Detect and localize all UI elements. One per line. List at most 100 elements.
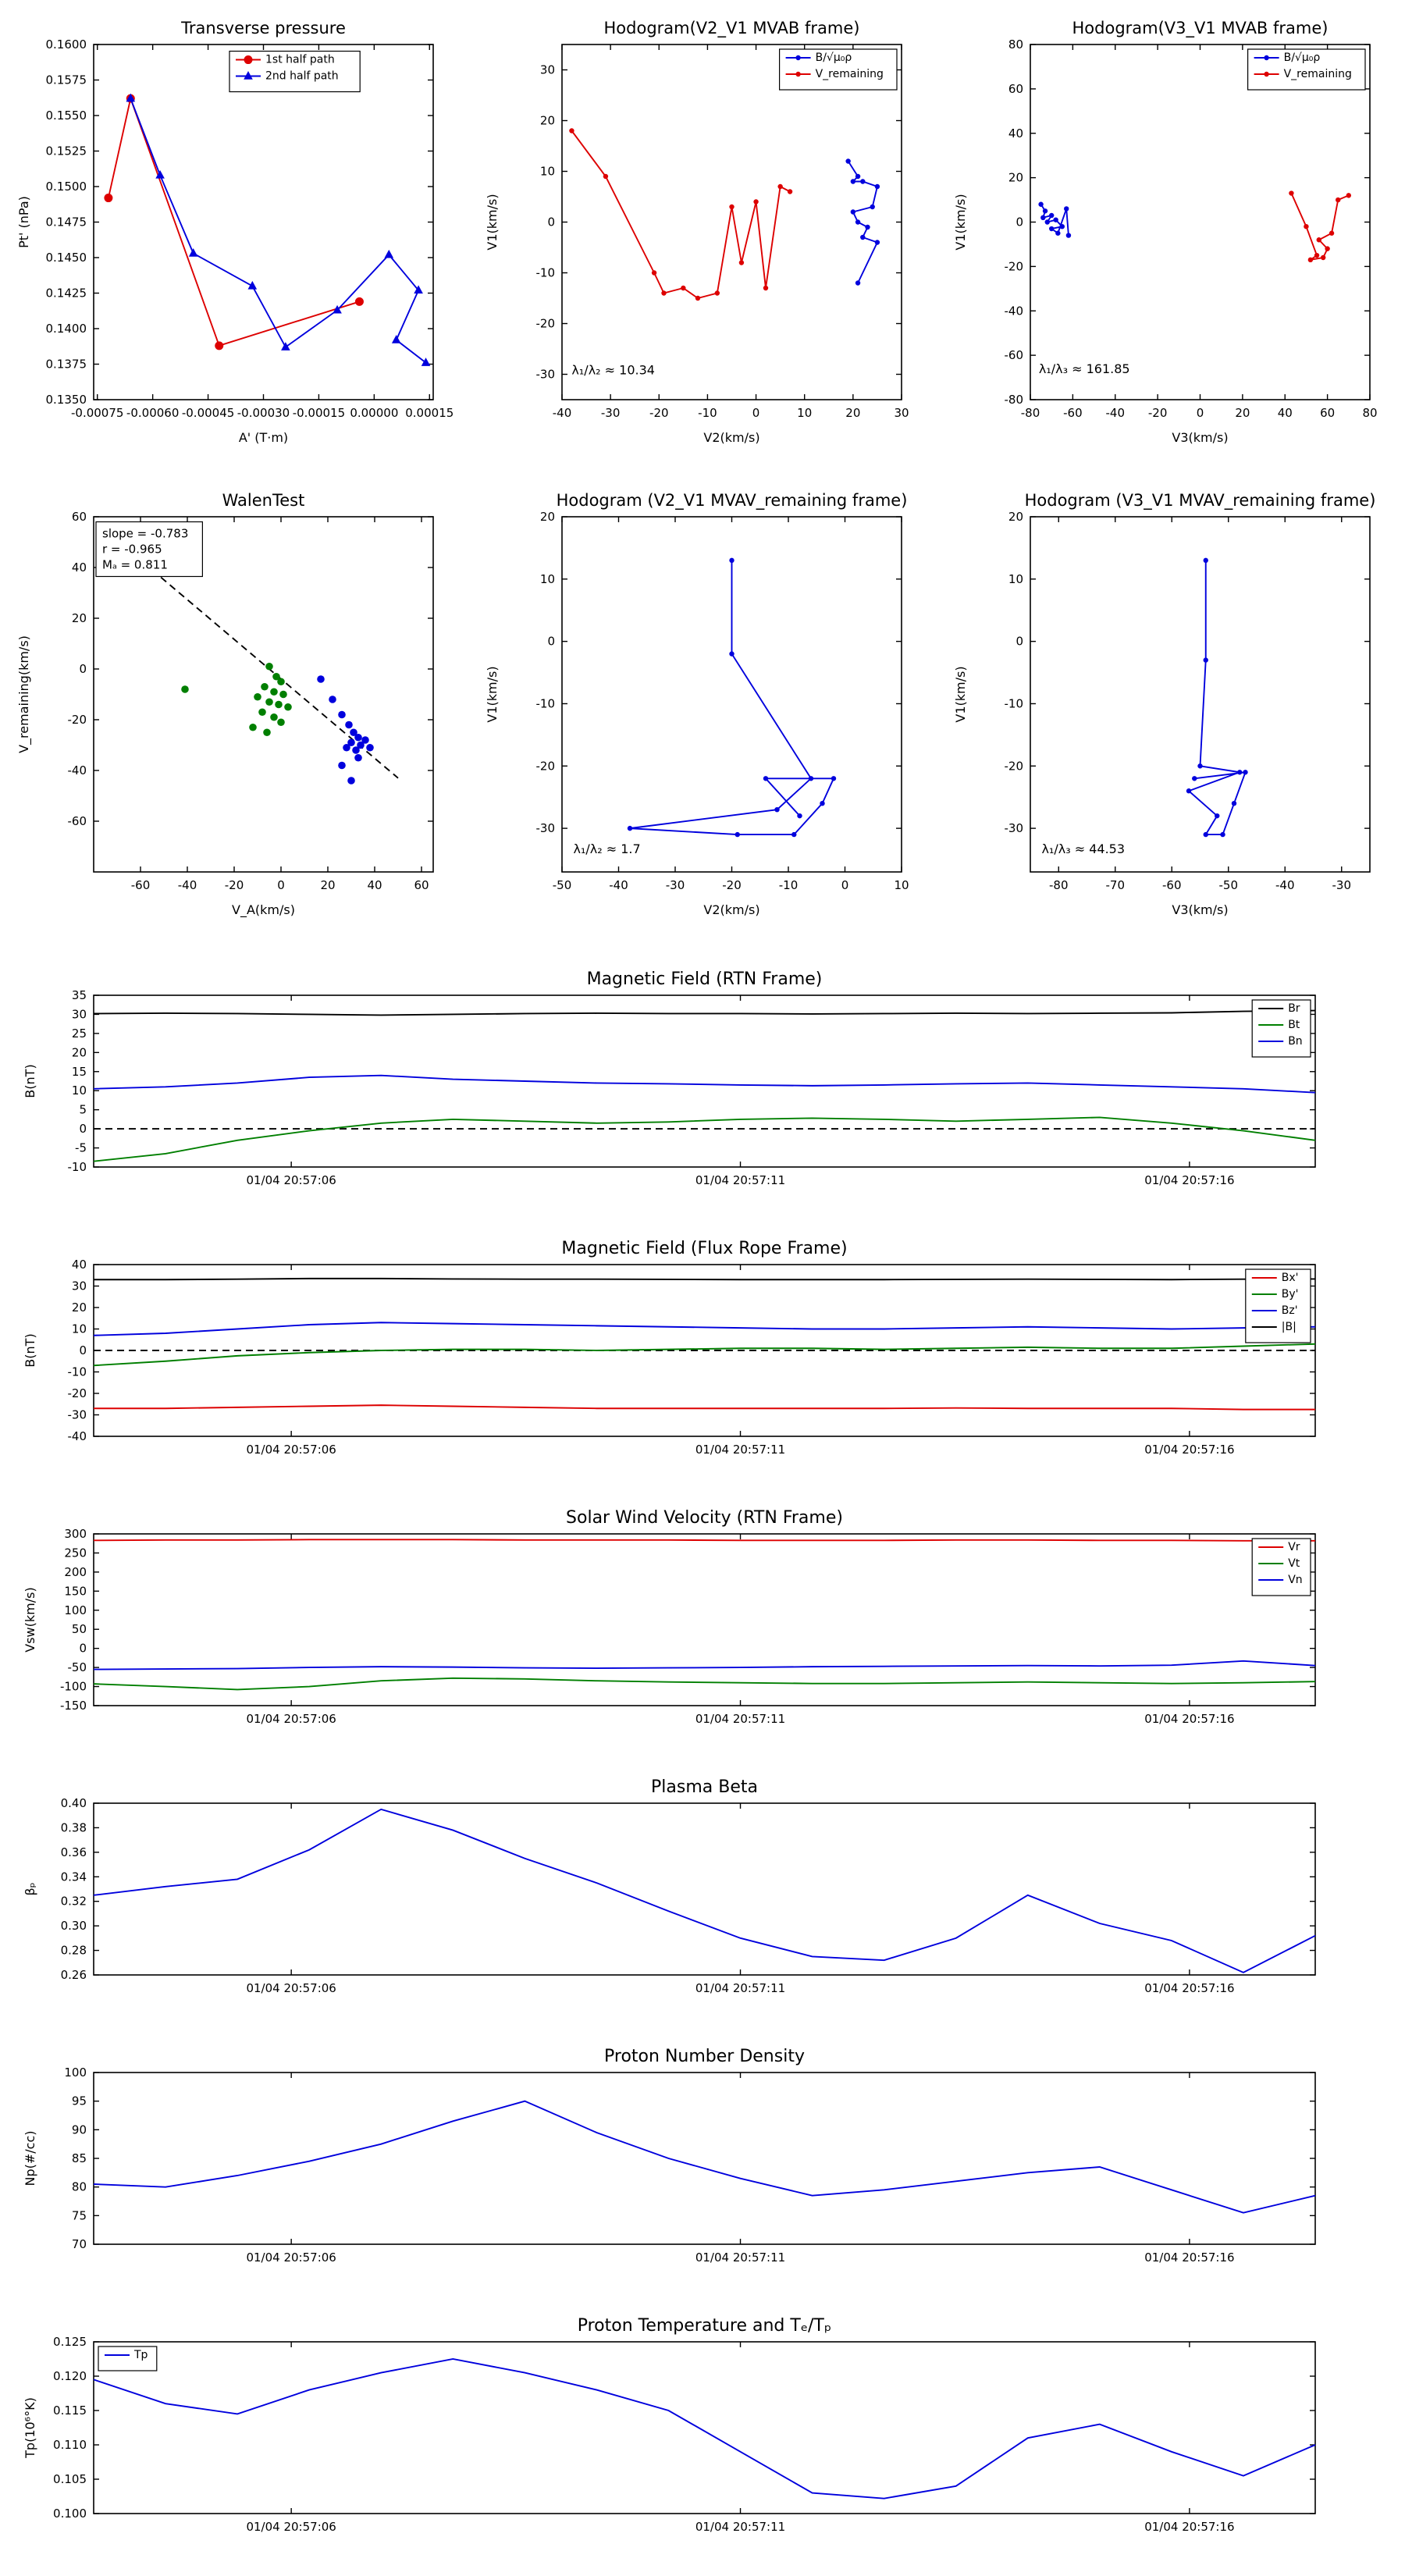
svg-text:-60: -60 (1063, 406, 1083, 420)
svg-text:V2(km/s): V2(km/s) (703, 430, 759, 445)
svg-text:0: 0 (79, 1642, 87, 1656)
svg-text:-20: -20 (1148, 406, 1168, 420)
svg-text:20: 20 (1008, 510, 1023, 524)
svg-text:-30: -30 (666, 878, 685, 892)
svg-text:Bx': Bx' (1282, 1272, 1299, 1284)
svg-text:-70: -70 (1106, 878, 1126, 892)
svg-text:-0.00060: -0.00060 (126, 406, 179, 420)
svg-text:01/04 20:57:06: 01/04 20:57:06 (246, 1981, 336, 1995)
svg-text:0.26: 0.26 (61, 1968, 87, 1982)
svg-text:0: 0 (79, 1343, 87, 1357)
svg-text:40: 40 (72, 560, 87, 575)
svg-text:Vsw(km/s): Vsw(km/s) (23, 1587, 37, 1652)
svg-text:B(nT): B(nT) (23, 1333, 37, 1367)
svg-text:-40: -40 (1106, 406, 1126, 420)
svg-text:WalenTest: WalenTest (222, 491, 305, 510)
svg-text:80: 80 (1008, 37, 1023, 52)
svg-text:0.36: 0.36 (61, 1845, 87, 1859)
svg-text:1st half path: 1st half path (265, 54, 335, 66)
svg-text:-30: -30 (68, 1408, 87, 1422)
svg-text:-60: -60 (1162, 878, 1182, 892)
svg-text:V1(km/s): V1(km/s) (953, 666, 968, 722)
svg-text:0.38: 0.38 (61, 1820, 87, 1834)
svg-text:20: 20 (540, 510, 555, 524)
svg-text:Br: Br (1288, 1002, 1300, 1015)
svg-text:0.1450: 0.1450 (46, 251, 87, 265)
svg-text:100: 100 (64, 1603, 87, 1617)
plot-plasma-beta: 01/04 20:57:06 01/04 20:57:11 01/04 20:57:… (0, 1768, 1405, 2037)
svg-text:10: 10 (894, 878, 909, 892)
svg-text:-10: -10 (536, 696, 556, 710)
svg-text:-10: -10 (698, 406, 717, 420)
svg-text:30: 30 (72, 1279, 87, 1293)
svg-text:-5: -5 (75, 1141, 87, 1155)
plot-hodogram-v2v1-mvav: -50 -40 -30 -20 -10 0 10 -30 -20 -10 0 10 20 Hodogram… (468, 472, 937, 945)
svg-text:Pt' (nPa): Pt' (nPa) (16, 196, 31, 248)
svg-text:40: 40 (72, 1258, 87, 1272)
svg-text:Hodogram (V2_V1 MVAV_remaining: Hodogram (V2_V1 MVAV_remaining frame) (557, 491, 908, 511)
svg-text:V_remaining(km/s): V_remaining(km/s) (16, 635, 32, 753)
svg-text:01/04 20:57:16: 01/04 20:57:16 (1144, 2250, 1234, 2265)
svg-text:01/04 20:57:16: 01/04 20:57:16 (1144, 1712, 1234, 1726)
svg-text:80: 80 (72, 2180, 87, 2194)
svg-text:-10: -10 (1005, 696, 1024, 710)
svg-text:Np(#/cc): Np(#/cc) (23, 2131, 37, 2186)
svg-text:20: 20 (1235, 406, 1250, 420)
svg-text:01/04 20:57:06: 01/04 20:57:06 (246, 1443, 336, 1457)
svg-text:10: 10 (540, 165, 555, 179)
svg-text:85: 85 (72, 2151, 87, 2165)
svg-text:10: 10 (797, 406, 812, 420)
svg-text:0.40: 0.40 (61, 1796, 87, 1810)
svg-text:-0.00075: -0.00075 (71, 406, 123, 420)
svg-text:-30: -30 (1005, 821, 1024, 835)
svg-text:B/√μ₀ρ: B/√μ₀ρ (816, 52, 852, 64)
svg-text:40: 40 (1278, 406, 1293, 420)
svg-text:70: 70 (72, 2237, 87, 2251)
svg-text:-30: -30 (536, 368, 556, 382)
svg-text:60: 60 (72, 510, 87, 524)
svg-text:01/04 20:57:11: 01/04 20:57:11 (695, 1443, 785, 1457)
svg-text:20: 20 (845, 406, 860, 420)
svg-text:-0.00030: -0.00030 (237, 406, 290, 420)
svg-text:0.1400: 0.1400 (46, 322, 87, 336)
svg-text:0: 0 (79, 1122, 87, 1136)
plot-hodogram-v2v1-mvab: -40 -30 -20 -10 0 10 20 30 -30 -20 -10 0 10 20 30 Hodog… (468, 0, 937, 472)
svg-text:0: 0 (277, 878, 285, 892)
svg-text:V_remaining: V_remaining (1284, 68, 1352, 80)
svg-text:0.1350: 0.1350 (46, 393, 87, 407)
svg-text:0.1600: 0.1600 (46, 37, 87, 52)
svg-text:35: 35 (72, 988, 87, 1002)
svg-text:0.120: 0.120 (53, 2369, 87, 2383)
svg-text:10: 10 (540, 572, 555, 586)
svg-text:-20: -20 (536, 317, 556, 331)
svg-text:By': By' (1282, 1288, 1299, 1300)
svg-text:-40: -40 (1005, 304, 1024, 318)
svg-text:0.1375: 0.1375 (46, 358, 87, 372)
svg-text:B/√μ₀ρ: B/√μ₀ρ (1284, 52, 1321, 64)
svg-text:λ₁/λ₂ ≈ 1.7: λ₁/λ₂ ≈ 1.7 (574, 841, 641, 856)
svg-text:90: 90 (72, 2122, 87, 2137)
svg-text:01/04 20:57:16: 01/04 20:57:16 (1144, 1443, 1234, 1457)
svg-text:0.115: 0.115 (53, 2403, 87, 2418)
svg-text:Bz': Bz' (1282, 1304, 1298, 1317)
svg-text:20: 20 (72, 1045, 87, 1059)
svg-text:0.00000: 0.00000 (350, 406, 398, 420)
svg-text:100: 100 (64, 2065, 87, 2080)
svg-text:300: 300 (64, 1527, 87, 1541)
svg-text:-50: -50 (68, 1660, 87, 1674)
svg-text:-20: -20 (68, 713, 87, 727)
svg-text:0.1575: 0.1575 (46, 73, 87, 87)
svg-text:01/04 20:57:06: 01/04 20:57:06 (246, 1173, 336, 1187)
svg-text:0: 0 (1016, 635, 1023, 649)
svg-text:Hodogram(V2_V1 MVAB frame): Hodogram(V2_V1 MVAB frame) (604, 19, 860, 38)
plot-hodogram-v3v1-mvab: -80 -60 -40 -20 0 20 40 60 80 -80 -60 -40 -20 0 20 40 60… (937, 0, 1405, 472)
svg-text:-50: -50 (1219, 878, 1239, 892)
svg-text:75: 75 (72, 2208, 87, 2222)
svg-text:10: 10 (1008, 572, 1023, 586)
svg-text:0.32: 0.32 (61, 1895, 87, 1909)
svg-text:-20: -20 (536, 759, 556, 773)
svg-text:15: 15 (72, 1065, 87, 1079)
svg-text:40: 40 (367, 878, 382, 892)
svg-text:-60: -60 (68, 814, 87, 828)
svg-text:25: 25 (72, 1026, 87, 1041)
